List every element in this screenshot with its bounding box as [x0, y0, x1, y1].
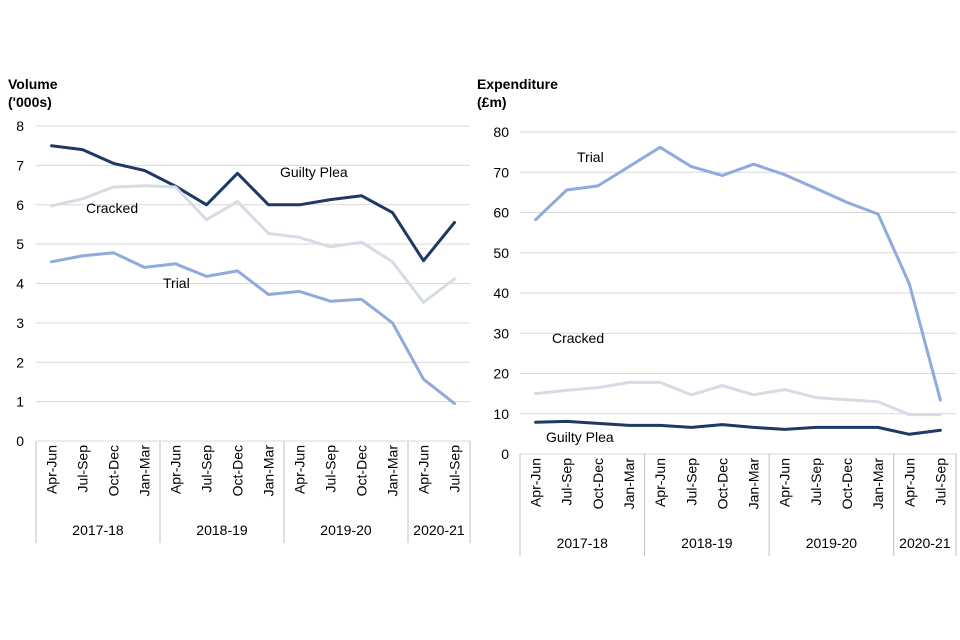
y-axis-title-line: Expenditure: [477, 76, 558, 92]
year-group-label: 2020-21: [413, 522, 465, 538]
y-tick-label: 5: [16, 236, 24, 252]
y-tick-label: 2: [16, 354, 24, 370]
y-tick-label: 0: [501, 446, 509, 462]
x-tick-label: Oct-Dec: [590, 458, 606, 509]
x-tick-label: Jan-Mar: [261, 445, 277, 497]
x-tick-label: Jul-Sep: [199, 445, 215, 493]
year-group-label: 2017-18: [72, 522, 124, 538]
series-line-cracked: [50, 184, 456, 304]
x-tick-label: Apr-Jun: [416, 445, 432, 494]
x-tick-label: Jan-Mar: [746, 458, 762, 510]
year-group-label: 2018-19: [196, 522, 248, 538]
x-tick-label: Jul-Sep: [75, 445, 91, 493]
series-line-trial: [50, 251, 456, 406]
series-line-guilty-plea: [534, 419, 942, 436]
x-tick-label: Apr-Jun: [901, 458, 917, 507]
series-label: Trial: [577, 149, 604, 165]
x-tick-label: Apr-Jun: [44, 445, 60, 494]
x-tick-label: Jan-Mar: [870, 458, 886, 510]
series-label: Trial: [163, 275, 190, 291]
x-tick-label: Oct-Dec: [230, 445, 246, 496]
x-tick-label: Jul-Sep: [808, 458, 824, 506]
y-axis-title-line: ('000s): [8, 94, 52, 110]
year-group-label: 2020-21: [899, 535, 951, 551]
y-tick-label: 8: [16, 118, 24, 134]
x-tick-label: Jan-Mar: [621, 458, 637, 510]
x-tick-label: Oct-Dec: [839, 458, 855, 509]
chart-1: Volume ('000s) 0 1 2 3 4 5 6 7 8 2017-18 2018-19 2019…: [8, 76, 471, 543]
year-group-label: 2017-18: [557, 535, 609, 551]
series-line-cracked: [534, 380, 942, 417]
series-line-trial: [534, 145, 942, 402]
y-tick-label: 4: [16, 276, 24, 292]
series-label: Cracked: [552, 330, 604, 346]
y-tick-label: 80: [493, 124, 509, 140]
x-tick-label: Apr-Jun: [777, 458, 793, 507]
x-tick-label: Apr-Jun: [528, 458, 544, 507]
x-tick-label: Jul-Sep: [683, 458, 699, 506]
x-tick-label: Jan-Mar: [137, 445, 153, 497]
x-tick-label: Oct-Dec: [354, 445, 370, 496]
series-label: Cracked: [86, 200, 138, 216]
x-tick-label: Jul-Sep: [559, 458, 575, 506]
x-tick-label: Jul-Sep: [932, 458, 948, 506]
series-label: Guilty Plea: [546, 429, 614, 445]
y-tick-label: 60: [493, 205, 509, 221]
x-tick-label: Oct-Dec: [106, 445, 122, 496]
y-tick-label: 70: [493, 164, 509, 180]
x-tick-label: Oct-Dec: [714, 458, 730, 509]
y-tick-label: 10: [493, 406, 509, 422]
x-tick-label: Jul-Sep: [323, 445, 339, 493]
y-tick-label: 30: [493, 325, 509, 341]
y-tick-label: 6: [16, 197, 24, 213]
y-tick-label: 3: [16, 315, 24, 331]
y-tick-label: 50: [493, 245, 509, 261]
y-tick-label: 20: [493, 366, 509, 382]
y-tick-label: 0: [16, 433, 24, 449]
x-tick-label: Apr-Jun: [168, 445, 184, 494]
year-group-label: 2019-20: [806, 535, 858, 551]
x-tick-label: Apr-Jun: [652, 458, 668, 507]
x-tick-label: Jan-Mar: [385, 445, 401, 497]
x-tick-label: Apr-Jun: [292, 445, 308, 494]
chart-2: Expenditure (£m) 0 10 20 30 40 50 60 70 80 2017-18 2…: [477, 76, 957, 556]
y-axis-title-line: Volume: [8, 76, 58, 92]
y-tick-label: 1: [16, 394, 24, 410]
series-label: Guilty Plea: [280, 164, 348, 180]
year-group-label: 2019-20: [320, 522, 372, 538]
y-tick-label: 7: [16, 157, 24, 173]
y-axis-title-line: (£m): [477, 94, 507, 110]
year-group-label: 2018-19: [681, 535, 733, 551]
x-tick-label: Jul-Sep: [447, 445, 463, 493]
series-line-guilty-plea: [50, 144, 456, 263]
y-tick-label: 40: [493, 285, 509, 301]
